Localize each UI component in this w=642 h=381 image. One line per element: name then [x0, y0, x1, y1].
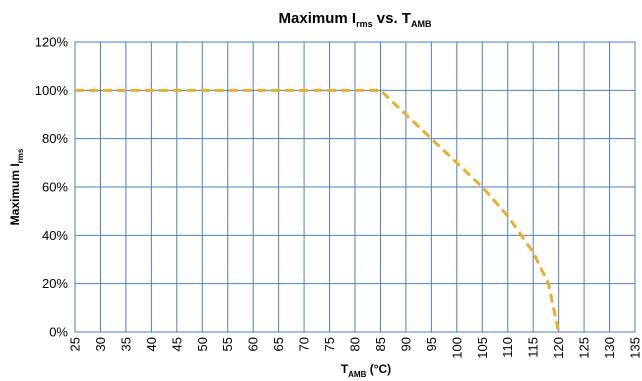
x-tick-label: 45 — [169, 337, 184, 351]
y-tick-label: 40% — [42, 228, 68, 243]
x-tick-label: 60 — [246, 337, 261, 351]
x-axis-ticks: 25 30 35 40 45 50 55 60 65 70 75 80 85 90 95 100 105 110 1… — [68, 337, 642, 359]
y-axis-label: Maximum Irms — [8, 148, 25, 225]
series-line — [75, 88, 561, 333]
y-tick-label: 20% — [42, 276, 68, 291]
x-tick-label: 40 — [144, 337, 159, 351]
x-tick-label: 30 — [93, 337, 108, 351]
y-axis-ticks: 0% 20% 40% 60% 80% 100% 120% — [35, 35, 69, 340]
x-tick-label: 120 — [551, 337, 566, 359]
chart-title-main: Maximum I — [279, 10, 357, 27]
y-tick-label: 120% — [35, 35, 69, 50]
x-tick-label: 135 — [628, 337, 642, 359]
x-axis-label-rest: (°C) — [366, 362, 391, 376]
series-layer — [75, 88, 561, 333]
x-tick-label: 35 — [118, 337, 133, 351]
x-tick-label: 105 — [475, 337, 490, 359]
x-tick-label: 95 — [424, 337, 439, 351]
x-tick-label: 90 — [398, 337, 413, 351]
x-tick-label: 125 — [577, 337, 592, 359]
x-tick-label: 80 — [348, 337, 363, 351]
x-axis-label: TAMB (°C) — [341, 362, 391, 379]
x-tick-label: 130 — [602, 337, 617, 359]
x-tick-label: 65 — [271, 337, 286, 351]
x-tick-label: 55 — [220, 337, 235, 351]
x-tick-label: 100 — [449, 337, 464, 359]
chart-title-sub: rms — [356, 19, 373, 29]
x-tick-label: 25 — [68, 337, 83, 351]
x-tick-label: 110 — [500, 337, 515, 358]
x-axis-label-sub: AMB — [348, 370, 366, 379]
x-tick-label: 115 — [526, 337, 541, 358]
y-axis-label-main: Maximum I — [8, 163, 22, 225]
y-axis-label-sub: rms — [16, 148, 25, 163]
y-tick-label: 0% — [49, 325, 68, 340]
chart-title: Maximum Irms vs. TAMB — [279, 10, 432, 29]
x-tick-label: 70 — [297, 337, 312, 351]
y-tick-label: 100% — [35, 83, 69, 98]
plot-area — [74, 41, 636, 333]
x-tick-label: 50 — [195, 337, 210, 351]
y-tick-label: 60% — [42, 180, 68, 195]
y-tick-label: 80% — [42, 131, 68, 146]
chart-title-mid: vs. T — [373, 10, 411, 27]
x-tick-label: 85 — [373, 337, 388, 351]
x-axis-label-main: T — [341, 362, 349, 376]
chart-title-sub2: AMB — [411, 19, 432, 29]
x-tick-label: 75 — [322, 337, 337, 351]
